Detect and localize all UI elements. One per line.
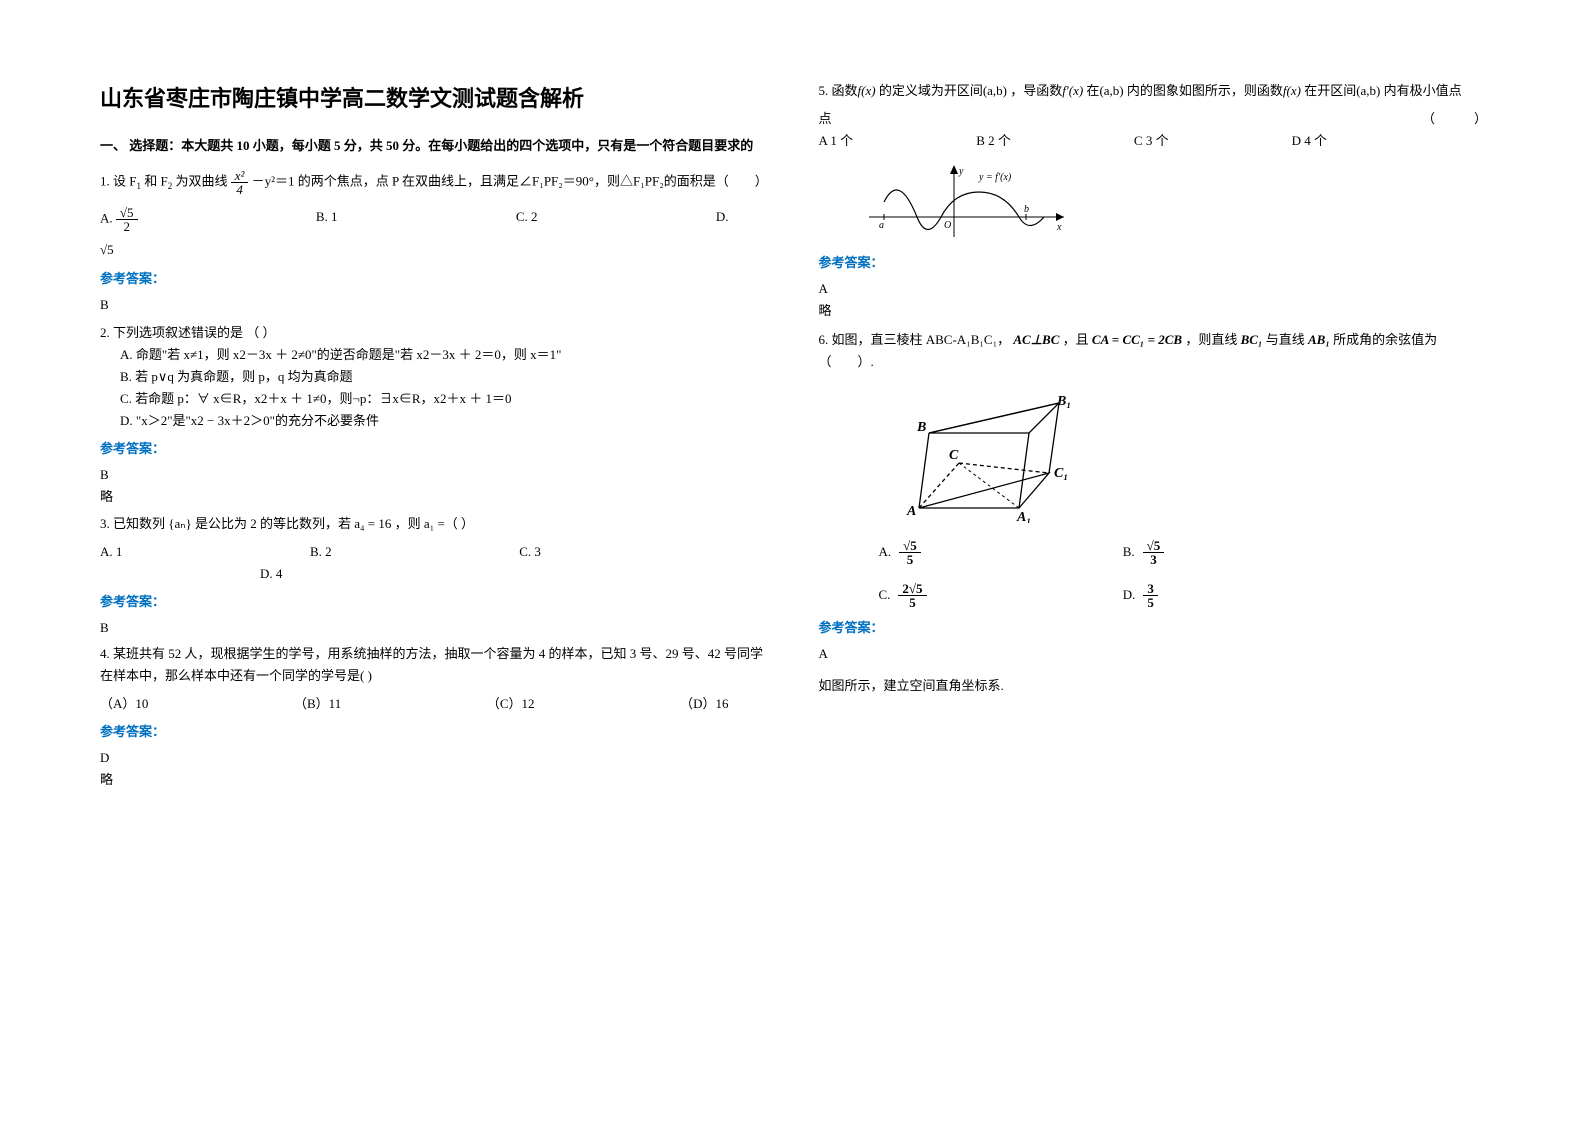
q1-optD: D. bbox=[716, 206, 729, 233]
svg-text:B₁: B₁ bbox=[1056, 394, 1071, 409]
q2-optC: C. 若命题 p：∀ x∈R，x2＋x ＋ 1≠0，则¬p：∃x∈R，x2＋x … bbox=[120, 388, 769, 410]
q5-optA: A 1 个 bbox=[819, 130, 854, 152]
q5-paren: （ ） bbox=[1422, 108, 1487, 130]
answer-label-3: 参考答案： bbox=[100, 591, 769, 613]
q5-optD: D 4 个 bbox=[1292, 130, 1327, 152]
answer-label-6: 参考答案： bbox=[819, 617, 1488, 639]
q4-optB: （B）11 bbox=[294, 693, 341, 715]
q5-note: 略 bbox=[819, 300, 1488, 322]
svg-text:x: x bbox=[1056, 222, 1062, 233]
svg-text:y = f′(x): y = f′(x) bbox=[978, 172, 1012, 183]
q4-optD: （D）16 bbox=[680, 693, 728, 715]
q6-options: A. √55 B. √53 C. 2√55 D. 35 bbox=[879, 539, 1368, 609]
q1-stem-c: 为双曲线 bbox=[175, 174, 230, 189]
q1-optB: B. 1 bbox=[316, 206, 338, 233]
answer-label-1: 参考答案： bbox=[100, 268, 769, 290]
q4-note: 略 bbox=[100, 769, 769, 791]
q3-answer: B bbox=[100, 617, 769, 639]
question-1: 1. 设 F1 和 F2 为双曲线 x²4 －y²＝1 的两个焦点，点 P 在双… bbox=[100, 169, 769, 196]
q5-optC: C 3 个 bbox=[1134, 130, 1169, 152]
q6-answer: A bbox=[819, 643, 1488, 665]
q1-optC: C. 2 bbox=[516, 206, 538, 233]
svg-text:y: y bbox=[958, 166, 964, 177]
q1-sqrt5-line: √5 bbox=[100, 239, 769, 261]
section-one-header: 一、 选择题：本大题共 10 小题，每小题 5 分，共 50 分。在每小题给出的… bbox=[100, 135, 769, 157]
q1-fraction: x²4 bbox=[231, 169, 249, 196]
answer-label-5: 参考答案： bbox=[819, 252, 1488, 274]
q6-optD: D. 35 bbox=[1123, 582, 1367, 609]
svg-text:b: b bbox=[1024, 204, 1029, 215]
svg-text:A₁: A₁ bbox=[1016, 510, 1031, 523]
svg-text:C₁: C₁ bbox=[1054, 466, 1068, 481]
q1-stem-a: 1. 设 F bbox=[100, 174, 136, 189]
question-4: 4. 某班共有 52 人，现根据学生的学号，用系统抽样的方法，抽取一个容量为 4… bbox=[100, 643, 769, 687]
question-5: 5. 函数f(x) 的定义域为开区间(a,b) ，导函数f′(x) 在(a,b)… bbox=[819, 80, 1488, 102]
q2-answer: B bbox=[100, 464, 769, 486]
svg-text:C: C bbox=[949, 448, 959, 463]
q5-derivative-graph: y y = f′(x) O a b x bbox=[869, 162, 1488, 242]
q4-options: （A）10 （B）11 （C）12 （D）16 bbox=[100, 693, 769, 715]
svg-text:O: O bbox=[944, 220, 951, 231]
answer-label-2: 参考答案： bbox=[100, 438, 769, 460]
q2-optA: A. 命题"若 x≠1，则 x2－3x ＋ 2≠0"的逆否命题是"若 x2－3x… bbox=[120, 344, 769, 366]
q3-optD-line: D. 4 bbox=[100, 563, 769, 585]
q2-optD: D. "x＞2"是"x2 − 3x＋2＞0"的充分不必要条件 bbox=[120, 410, 769, 432]
q6-optB: B. √53 bbox=[1123, 539, 1367, 566]
q6-optA: A. √55 bbox=[879, 539, 1123, 566]
q1-optA: A. √52 bbox=[100, 206, 138, 233]
q1-answer: B bbox=[100, 294, 769, 316]
q6-optC: C. 2√55 bbox=[879, 582, 1123, 609]
q3-optB: B. 2 bbox=[310, 541, 332, 563]
q1-options: A. √52 B. 1 C. 2 D. √5 bbox=[100, 206, 769, 261]
q5-answer: A bbox=[819, 278, 1488, 300]
q5-point-word: 点 bbox=[819, 108, 832, 130]
q1-stem-eq: －y²＝1 的两个焦点，点 P 在双曲线上，且满足∠F₁PF₂＝90°，则△F₁… bbox=[252, 174, 768, 189]
q2-optB: B. 若 p∨q 为真命题，则 p，q 均为真命题 bbox=[120, 366, 769, 388]
q6-note: 如图所示，建立空间直角坐标系. bbox=[819, 675, 1488, 697]
q4-optC: （C）12 bbox=[487, 693, 535, 715]
q3-options: A. 1 B. 2 C. 3 bbox=[100, 541, 769, 563]
q2-note: 略 bbox=[100, 486, 769, 508]
page-title: 山东省枣庄市陶庄镇中学高二数学文测试题含解析 bbox=[100, 80, 769, 117]
question-2: 2. 下列选项叙述错误的是 （ ） A. 命题"若 x≠1，则 x2－3x ＋ … bbox=[100, 322, 769, 432]
q5-options: A 1 个 B 2 个 C 3 个 D 4 个 bbox=[819, 130, 1488, 152]
svg-text:A: A bbox=[906, 504, 916, 519]
answer-label-4: 参考答案： bbox=[100, 721, 769, 743]
q2-stem: 2. 下列选项叙述错误的是 （ ） bbox=[100, 322, 769, 344]
question-6: 6. 如图，直三棱柱 ABC-A₁B₁C₁， AC⊥BC ，且 CA = CC₁… bbox=[819, 329, 1488, 373]
q6-prism-diagram: A A₁ B B₁ C C₁ bbox=[899, 393, 1488, 523]
q3-optA: A. 1 bbox=[100, 541, 122, 563]
q5-optB: B 2 个 bbox=[976, 130, 1011, 152]
svg-text:a: a bbox=[879, 220, 884, 231]
q3-optC: C. 3 bbox=[519, 541, 541, 563]
svg-text:B: B bbox=[916, 420, 926, 435]
q4-answer: D bbox=[100, 747, 769, 769]
q4-optA: （A）10 bbox=[100, 693, 148, 715]
question-3: 3. 已知数列 {aₙ} 是公比为 2 的等比数列，若 a₄ = 16 ，则 a… bbox=[100, 513, 769, 535]
q1-stem-b: 和 F bbox=[144, 174, 167, 189]
